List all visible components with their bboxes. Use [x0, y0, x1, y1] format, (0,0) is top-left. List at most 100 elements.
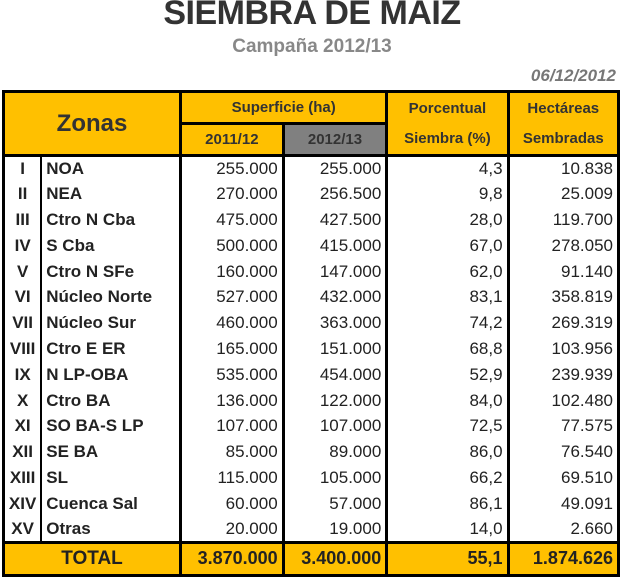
area-2012-13: 122.000 — [283, 387, 389, 414]
area-2012-13: 151.000 — [283, 336, 389, 362]
zone-number: XV — [3, 516, 43, 543]
hectares-sown: 25.009 — [508, 181, 621, 208]
table-row: IV S Cba 500.000 415.000 67,0 278.050 — [3, 232, 621, 259]
sown-percent: 86,1 — [386, 490, 510, 517]
sown-percent: 52,9 — [386, 361, 510, 388]
area-2011-12: 500.000 — [180, 232, 285, 259]
area-2012-13: 255.000 — [283, 155, 389, 182]
area-2012-13: 454.000 — [283, 361, 389, 388]
area-2011-12: 255.000 — [180, 155, 285, 182]
table-row: XIV Cuenca Sal 60.000 57.000 86,1 49.091 — [3, 490, 621, 517]
hectares-sown: 10.838 — [508, 155, 621, 182]
zone-name: NOA — [41, 155, 183, 182]
area-2012-13: 256.500 — [283, 181, 389, 208]
zone-name: SL — [41, 465, 183, 491]
table-row: VI Núcleo Norte 527.000 432.000 83,1 358.819 — [3, 284, 621, 311]
zone-name: Cuenca Sal — [41, 490, 183, 517]
zone-number: IX — [3, 361, 43, 388]
zone-name: Núcleo Norte — [41, 284, 183, 311]
table-row: V Ctro N SFe 160.000 147.000 62,0 91.140 — [3, 258, 621, 285]
hectares-sown: 119.700 — [508, 207, 621, 233]
header-2012-13: 2012/13 — [281, 122, 389, 157]
hectares-sown: 2.660 — [508, 516, 621, 543]
zone-number: VIII — [3, 336, 43, 362]
hectares-sown: 278.050 — [508, 232, 621, 259]
zone-name: Ctro N Cba — [41, 207, 183, 233]
sown-percent: 67,0 — [386, 232, 510, 259]
sown-percent: 84,0 — [386, 387, 510, 414]
zone-name: SE BA — [41, 439, 183, 466]
zone-name: S Cba — [41, 232, 183, 259]
header-superficie: Superficie (ha) — [179, 90, 389, 125]
subtitle: Campaña 2012/13 — [232, 36, 392, 57]
area-2011-12: 535.000 — [180, 361, 285, 388]
area-2012-13: 105.000 — [283, 465, 389, 491]
table-row: III Ctro N Cba 475.000 427.500 28,0 119.700 — [3, 207, 621, 233]
header-siembra-pct: Siembra (%) — [385, 123, 510, 157]
area-2012-13: 147.000 — [283, 258, 389, 285]
area-2012-13: 107.000 — [283, 413, 389, 440]
sown-percent: 9,8 — [386, 181, 510, 208]
zone-number: XIII — [3, 465, 43, 491]
header-hectareas: Hectáreas — [506, 90, 621, 124]
total-2011-12: 3.870.000 — [180, 540, 285, 576]
header-sembradas: Sembradas — [506, 123, 621, 157]
header-2011-12: 2011/12 — [179, 122, 285, 157]
zone-name: Ctro BA — [41, 387, 183, 414]
zone-name: Núcleo Sur — [41, 310, 183, 337]
hectares-sown: 102.480 — [508, 387, 621, 414]
area-2011-12: 475.000 — [180, 207, 285, 233]
date: 06/12/2012 — [530, 66, 616, 85]
sown-percent: 62,0 — [386, 258, 510, 285]
table-row: XII SE BA 85.000 89.000 86,0 76.540 — [3, 439, 621, 466]
area-2011-12: 136.000 — [180, 387, 285, 414]
area-2011-12: 460.000 — [180, 310, 285, 337]
zone-number: XIV — [3, 490, 43, 517]
sown-percent: 86,0 — [386, 439, 510, 466]
zone-number: I — [3, 155, 43, 182]
table-row: VII Núcleo Sur 460.000 363.000 74,2 269.319 — [3, 310, 621, 337]
area-2012-13: 363.000 — [283, 310, 389, 337]
header-zonas: Zonas — [1, 90, 183, 157]
area-2011-12: 60.000 — [180, 490, 285, 517]
sown-percent: 28,0 — [386, 207, 510, 233]
sown-percent: 83,1 — [386, 284, 510, 311]
area-2011-12: 107.000 — [180, 413, 285, 440]
sown-percent: 66,2 — [386, 465, 510, 491]
zone-name: Ctro E ER — [41, 336, 183, 362]
zone-name: NEA — [41, 181, 183, 208]
zone-number: X — [3, 387, 43, 414]
hectares-sown: 269.319 — [508, 310, 621, 337]
total-percent: 55,1 — [386, 540, 510, 576]
area-2011-12: 160.000 — [180, 258, 285, 285]
hectares-sown: 69.510 — [508, 465, 621, 491]
total-2012-13: 3.400.000 — [283, 540, 389, 576]
table-row: I NOA 255.000 255.000 4,3 10.838 — [3, 155, 621, 182]
sown-percent: 14,0 — [386, 516, 510, 543]
header-porcentual: Porcentual — [385, 90, 510, 124]
page-title: SIEMBRA DE MAIZ — [163, 0, 461, 32]
area-2012-13: 57.000 — [283, 490, 389, 517]
area-2011-12: 85.000 — [180, 439, 285, 466]
table-row: IX N LP-OBA 535.000 454.000 52,9 239.939 — [3, 361, 621, 388]
hectares-sown: 239.939 — [508, 361, 621, 388]
zone-number: VI — [3, 284, 43, 311]
zone-number: XII — [3, 439, 43, 466]
table-row: VIII Ctro E ER 165.000 151.000 68,8 103.956 — [3, 336, 621, 362]
area-2012-13: 89.000 — [283, 439, 389, 466]
zone-number: VII — [3, 310, 43, 337]
zone-number: II — [3, 181, 43, 208]
sown-percent: 68,8 — [386, 336, 510, 362]
zone-name: Otras — [41, 516, 183, 543]
table-row: XV Otras 20.000 19.000 14,0 2.660 — [3, 516, 621, 543]
sown-percent: 74,2 — [386, 310, 510, 337]
hectares-sown: 49.091 — [508, 490, 621, 517]
zone-name: N LP-OBA — [41, 361, 183, 388]
area-2011-12: 20.000 — [180, 516, 285, 543]
area-2011-12: 115.000 — [180, 465, 285, 491]
table-row: XI SO BA-S LP 107.000 107.000 72,5 77.575 — [3, 413, 621, 440]
total-row: TOTAL 3.870.000 3.400.000 55,1 1.874.626 — [3, 540, 621, 576]
zone-name: Ctro N SFe — [41, 258, 183, 285]
sown-percent: 72,5 — [386, 413, 510, 440]
zone-number: III — [3, 207, 43, 233]
